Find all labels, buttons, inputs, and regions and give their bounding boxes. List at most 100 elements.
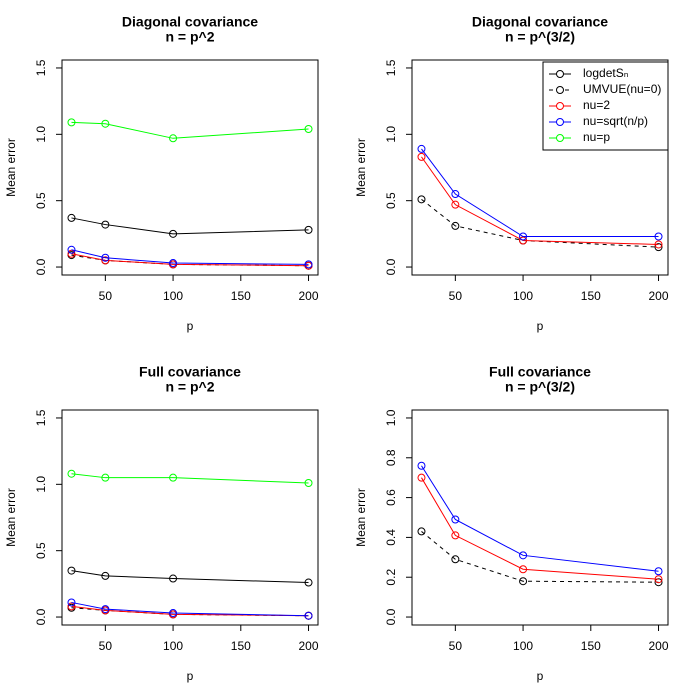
- series-line: [71, 217, 309, 235]
- y-axis-label: Mean error: [354, 488, 368, 547]
- y-tick-label: 0.5: [384, 192, 398, 209]
- point: [169, 134, 178, 143]
- legend: logdetSₙ UMVUE(nu=0) nu=2 nu=sqrt(n/p) nu=p: [542, 61, 669, 151]
- y-tick-label: 0.4: [384, 529, 398, 546]
- point: [417, 473, 426, 482]
- point: [417, 461, 426, 470]
- point: [101, 119, 110, 128]
- point: [654, 567, 663, 576]
- y-axis-label: Mean error: [4, 488, 18, 547]
- x-tick-label: 150: [231, 639, 251, 653]
- point: [519, 577, 528, 586]
- point: [451, 221, 460, 230]
- panel-subtitle: n = p^2: [165, 29, 214, 45]
- y-tick-label: 0.0: [384, 608, 398, 625]
- point: [67, 245, 76, 254]
- x-tick-label: 200: [299, 639, 319, 653]
- x-axis-label: p: [537, 319, 544, 333]
- y-tick-label: 0.6: [384, 489, 398, 506]
- legend-label: logdetSₙ: [583, 66, 629, 80]
- plot-box: [61, 59, 319, 276]
- y-tick-label: 1.0: [384, 126, 398, 143]
- point: [304, 478, 313, 487]
- x-tick-label: 50: [449, 639, 463, 653]
- legend-point: [556, 102, 564, 110]
- x-tick-label: 50: [449, 289, 463, 303]
- y-tick-label: 0.0: [34, 608, 48, 625]
- point: [654, 240, 663, 249]
- point: [654, 575, 663, 584]
- x-tick-label: 200: [649, 639, 669, 653]
- series-line: [421, 156, 659, 245]
- plot-box: [411, 409, 669, 626]
- y-tick-label: 1.0: [384, 409, 398, 426]
- point: [67, 566, 76, 575]
- panel-title: Full covariance: [489, 364, 591, 380]
- point: [519, 565, 528, 574]
- series-line: [71, 570, 309, 584]
- panel-title: Diagonal covariance: [122, 14, 258, 30]
- point: [519, 551, 528, 560]
- point: [451, 555, 460, 564]
- point: [451, 515, 460, 524]
- legend-point: [556, 70, 564, 78]
- point: [451, 531, 460, 540]
- x-tick-label: 50: [99, 639, 113, 653]
- legend-point: [556, 118, 564, 126]
- series-line: [71, 121, 309, 139]
- y-tick-label: 0.5: [34, 542, 48, 559]
- y-tick-label: 0.8: [384, 449, 398, 466]
- plot-box: [61, 409, 319, 626]
- legend-label: nu=2: [583, 98, 610, 112]
- point: [417, 152, 426, 161]
- panel-subtitle: n = p^(3/2): [505, 379, 575, 395]
- panel-title: Diagonal covariance: [472, 14, 608, 30]
- legend-label: UMVUE(nu=0): [583, 82, 661, 96]
- legend-label: nu=p: [583, 130, 610, 144]
- point: [101, 256, 110, 265]
- point: [169, 229, 178, 238]
- point: [654, 232, 663, 241]
- y-tick-label: 0.5: [34, 192, 48, 209]
- y-axis-label: Mean error: [354, 138, 368, 197]
- legend-label: nu=sqrt(n/p): [583, 114, 648, 128]
- point: [519, 232, 528, 241]
- point: [304, 611, 313, 620]
- x-tick-label: 200: [649, 289, 669, 303]
- y-tick-label: 1.0: [34, 126, 48, 143]
- plot-box: [411, 59, 669, 276]
- y-tick-label: 1.5: [34, 59, 48, 76]
- y-tick-label: 0.2: [384, 569, 398, 586]
- point: [101, 571, 110, 580]
- y-tick-label: 0.0: [384, 258, 398, 275]
- point: [304, 578, 313, 587]
- x-tick-label: 150: [581, 639, 601, 653]
- point: [67, 213, 76, 222]
- point: [417, 144, 426, 153]
- y-tick-label: 0.0: [34, 258, 48, 275]
- point: [67, 469, 76, 478]
- point: [101, 220, 110, 229]
- point: [67, 118, 76, 127]
- x-tick-label: 100: [513, 639, 533, 653]
- x-tick-label: 50: [99, 289, 113, 303]
- x-tick-label: 100: [163, 639, 183, 653]
- point: [304, 125, 313, 134]
- series-line: [71, 253, 309, 267]
- legend-point: [556, 134, 564, 142]
- series-line: [421, 148, 659, 238]
- point: [169, 609, 178, 618]
- point: [169, 259, 178, 268]
- point: [101, 473, 110, 482]
- x-tick-label: 150: [231, 289, 251, 303]
- point: [451, 200, 460, 209]
- x-axis-label: p: [187, 319, 194, 333]
- series-line: [421, 465, 659, 572]
- point: [451, 190, 460, 199]
- point: [417, 527, 426, 536]
- y-tick-label: 1.5: [384, 59, 398, 76]
